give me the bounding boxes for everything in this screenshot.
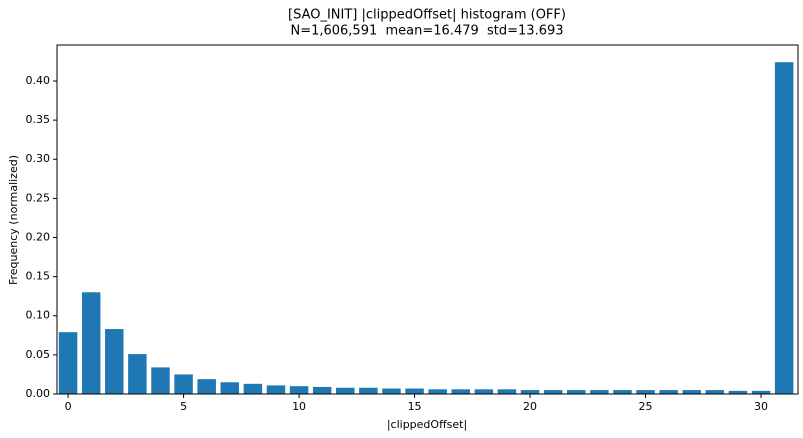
bar	[728, 390, 748, 394]
x-tick-label: 25	[639, 400, 653, 413]
plot-frame	[56, 44, 799, 395]
bar	[451, 389, 471, 394]
y-axis-label: Frequency (normalized)	[7, 155, 20, 285]
x-tick-label: 30	[754, 400, 768, 413]
bar	[705, 390, 725, 394]
y-tick-label: 0.35	[26, 113, 51, 126]
bar	[312, 386, 332, 394]
y-tick-label: 0.20	[26, 230, 51, 243]
bar	[682, 390, 701, 394]
chart-subtitle: N=1,606,591 mean=16.479 std=13.693	[290, 24, 563, 39]
bar	[474, 389, 494, 394]
y-tick-label: 0.10	[26, 309, 51, 322]
y-tick-label: 0.25	[26, 191, 51, 204]
x-axis-label: |clippedOffset|	[387, 418, 467, 431]
x-tick-label: 15	[408, 400, 422, 413]
bar	[220, 382, 240, 394]
bar	[174, 374, 193, 394]
bar	[266, 385, 286, 394]
x-tick-label: 5	[180, 400, 187, 413]
bar	[382, 388, 401, 394]
bar	[336, 387, 355, 394]
bar	[659, 390, 678, 394]
bar	[359, 387, 378, 394]
bar	[197, 379, 216, 394]
bar	[567, 390, 586, 394]
x-tick-label: 10	[292, 400, 306, 413]
bar	[636, 390, 655, 394]
bar	[428, 389, 447, 394]
bar	[58, 332, 78, 394]
y-tick-label: 0.30	[26, 152, 51, 165]
bar	[497, 389, 517, 394]
bar	[105, 329, 124, 394]
y-tick-label: 0.05	[26, 348, 51, 361]
x-tick-label: 20	[523, 400, 537, 413]
bar	[128, 354, 147, 394]
bar	[81, 292, 101, 394]
bar	[613, 390, 632, 394]
bar	[751, 390, 771, 394]
bar	[774, 62, 794, 395]
bar	[543, 390, 563, 394]
chart-title: [SAO_INIT] |clippedOffset| histogram (OF…	[288, 8, 566, 23]
bar	[289, 386, 309, 394]
y-tick-label: 0.15	[26, 270, 51, 283]
bar	[405, 388, 424, 394]
y-tick-label: 0.40	[26, 74, 51, 87]
bar	[520, 390, 540, 394]
y-tick-label: 0.00	[26, 387, 51, 400]
bar	[151, 367, 170, 394]
bar	[590, 390, 609, 394]
x-tick-label: 0	[65, 400, 72, 413]
bar	[243, 383, 263, 394]
